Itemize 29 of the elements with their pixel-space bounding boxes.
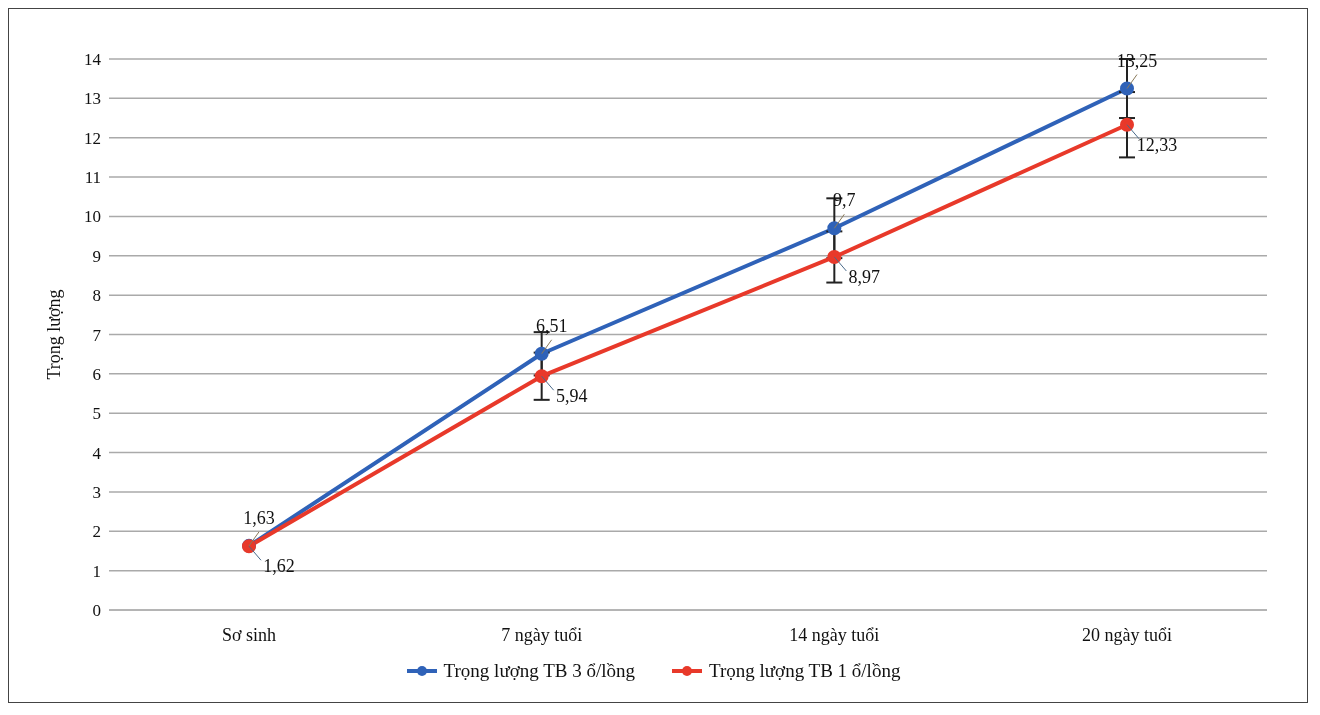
y-tick-label: 1 <box>92 561 101 581</box>
legend-label: Trọng lượng TB 3 ổ/lồng <box>442 660 635 682</box>
x-tick-label: Sơ sinh <box>221 624 277 645</box>
y-tick-label: 2 <box>92 522 101 542</box>
y-tick-label: 9 <box>92 246 101 266</box>
y-tick-label: 11 <box>84 168 101 188</box>
data-label: 1,62 <box>263 556 295 577</box>
x-tick-label: 14 ngày tuổi <box>789 624 880 645</box>
x-tick-label: 7 ngày tuổi <box>501 624 583 645</box>
data-label: 13,25 <box>1116 50 1158 71</box>
y-tick-label: 8 <box>92 286 101 306</box>
data-label: 5,94 <box>555 386 588 407</box>
y-tick-label: 6 <box>92 364 101 384</box>
y-axis-title: Trọng lượng <box>44 289 65 380</box>
data-label: 6,51 <box>535 315 568 336</box>
y-tick-label: 13 <box>84 89 101 109</box>
data-label: 8,97 <box>848 266 881 287</box>
data-label: 1,63 <box>243 507 275 528</box>
y-tick-label: 0 <box>92 601 101 621</box>
y-tick-label: 4 <box>92 443 102 463</box>
legend-label: Trọng lượng TB 1 ổ/lồng <box>708 660 901 682</box>
y-tick-label: 7 <box>92 325 102 345</box>
y-tick-label: 10 <box>84 207 101 227</box>
y-tick-label: 3 <box>92 482 101 502</box>
x-tick-label: 20 ngày tuổi <box>1082 624 1172 645</box>
y-tick-label: 12 <box>84 128 101 148</box>
data-label: 12,33 <box>1136 134 1178 155</box>
y-tick-label: 5 <box>92 404 101 424</box>
y-tick-label: 14 <box>84 50 102 70</box>
